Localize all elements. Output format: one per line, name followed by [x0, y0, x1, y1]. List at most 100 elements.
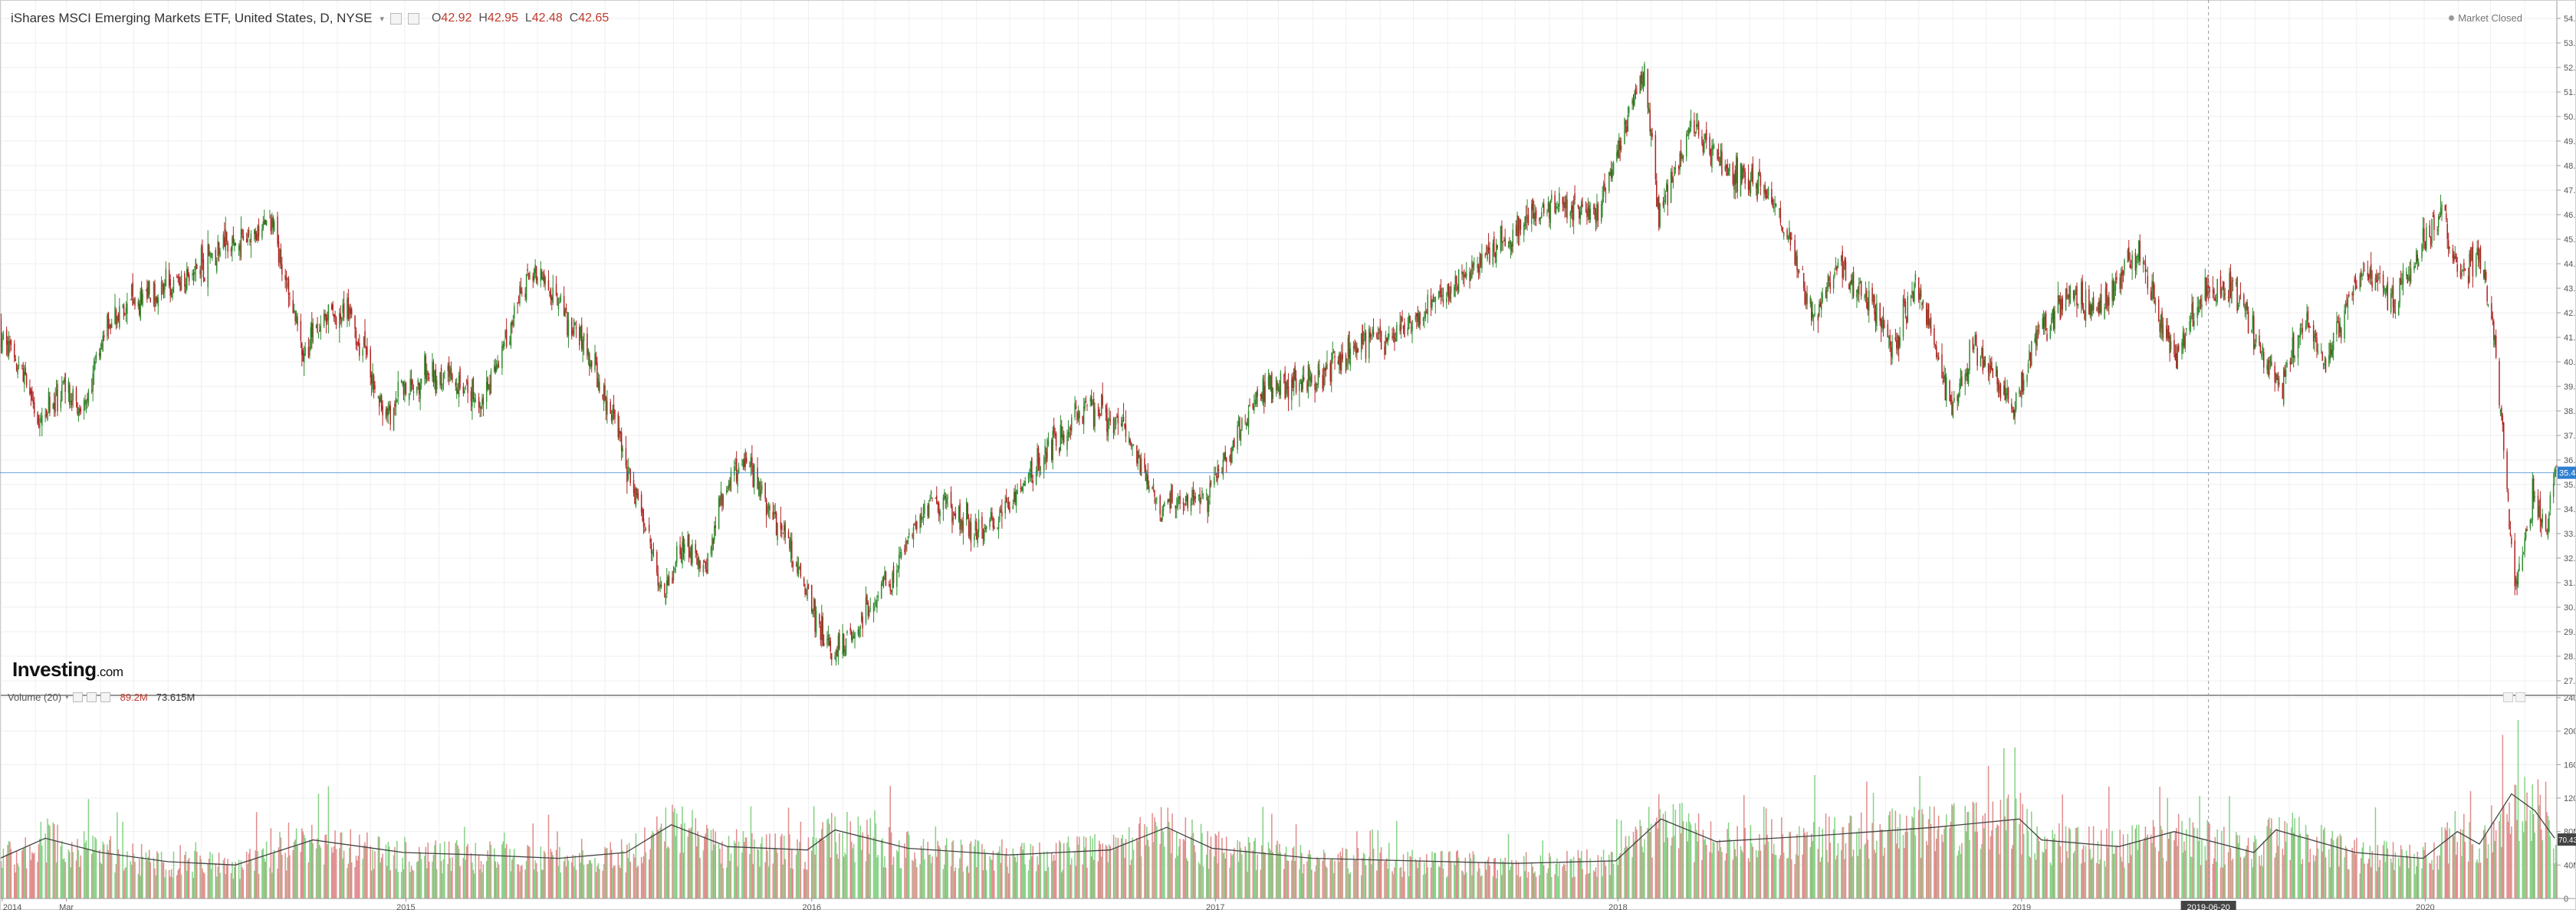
candle-body — [1005, 497, 1007, 502]
candle-body — [130, 299, 131, 301]
volume-bar — [1920, 858, 1922, 899]
candle-body — [2292, 337, 2293, 358]
candle-body — [2167, 329, 2168, 340]
candle-body — [2277, 378, 2279, 386]
volume-bar — [93, 850, 95, 899]
volume-bar — [1967, 812, 1968, 899]
volume-bar — [359, 834, 360, 899]
volume-bar — [179, 845, 181, 899]
candle-body — [1760, 175, 1762, 186]
volume-bar — [854, 862, 856, 899]
volume-bar — [2216, 829, 2218, 899]
volume-bar — [1493, 858, 1495, 899]
volume-bar — [0, 861, 2, 899]
volume-bar — [2255, 839, 2257, 899]
volume-bar — [915, 858, 917, 899]
volume-bar — [1608, 854, 1610, 899]
volume-bar — [727, 846, 728, 899]
candle-body — [930, 491, 932, 495]
candle-body — [1322, 375, 1323, 389]
candle-body — [590, 360, 593, 367]
volume-bar — [1063, 843, 1065, 899]
candle-body — [1680, 150, 1682, 159]
candle-body — [342, 304, 343, 314]
volume-bar — [498, 864, 500, 899]
candle-body — [1880, 318, 1882, 328]
volume-bar — [2082, 845, 2085, 899]
candle-body — [1264, 386, 1266, 404]
candle-body — [1794, 239, 1796, 264]
candle-body — [1797, 270, 1799, 272]
candle-body — [520, 287, 522, 294]
candle-body — [2039, 326, 2040, 327]
volume-bar — [1055, 843, 1057, 899]
volume-bar — [1779, 855, 1782, 899]
candle-body — [2271, 361, 2272, 366]
volume-bar — [1565, 870, 1567, 899]
volume-bar — [1837, 843, 1839, 899]
volume-bar — [1912, 817, 1914, 899]
candle-body — [1876, 303, 1878, 327]
volume-bar — [1934, 851, 1937, 899]
volume-bar — [1950, 821, 1952, 899]
candle-body — [1222, 459, 1224, 476]
volume-bar — [63, 858, 65, 899]
candle-body — [715, 525, 717, 528]
volume-bar — [2042, 853, 2045, 899]
volume-bar — [1674, 836, 1675, 899]
candle-body — [1964, 373, 1967, 385]
candle-body — [1701, 136, 1703, 144]
volume-bar — [1330, 859, 1332, 899]
candle-body — [2159, 323, 2160, 332]
candle-body — [1546, 212, 1548, 214]
volume-bar — [1596, 876, 1598, 899]
volume-bar — [117, 812, 118, 899]
volume-bar — [130, 864, 133, 899]
volume-bar — [783, 835, 785, 899]
candle-body — [169, 279, 171, 296]
volume-bar — [652, 833, 655, 899]
volume-bar — [1442, 868, 1444, 899]
volume-bar — [696, 846, 698, 899]
candle-body — [622, 448, 623, 452]
candle-body — [1303, 376, 1305, 380]
candle-body — [1261, 394, 1263, 399]
volume-bar — [2144, 826, 2147, 899]
candle-body — [1066, 435, 1068, 450]
volume-bar — [49, 826, 51, 899]
candle-body — [541, 271, 543, 279]
volume-bar — [2049, 862, 2052, 899]
candle-body — [1125, 424, 1127, 437]
candle-body — [2239, 294, 2242, 296]
candle-body — [288, 278, 290, 295]
volume-bar — [750, 806, 752, 899]
volume-bar — [1424, 862, 1425, 899]
candle-body — [1097, 410, 1099, 412]
candle-body — [1187, 494, 1188, 509]
candle-body — [1887, 324, 1889, 337]
volume-bar — [1122, 843, 1125, 899]
candle-body — [1022, 486, 1024, 492]
volume-bar — [504, 833, 505, 899]
candle-body — [2274, 365, 2275, 383]
candle-body — [2100, 294, 2102, 314]
volume-bar — [2170, 832, 2172, 899]
volume-bar — [301, 828, 303, 899]
volume-bar — [1431, 851, 1433, 899]
candle-body — [272, 217, 274, 228]
volume-bar — [534, 860, 536, 899]
candle-body — [1237, 421, 1240, 426]
candle-body — [1294, 366, 1296, 379]
volume-bar — [1494, 857, 1496, 899]
volume-bar — [1205, 855, 1208, 899]
candle-body — [2036, 330, 2038, 347]
candle-body — [2328, 355, 2330, 366]
volume-bar — [1217, 863, 1218, 899]
volume-bar — [1007, 873, 1010, 899]
candle-body — [350, 309, 353, 315]
volume-bar — [1020, 846, 1022, 899]
candle-body — [1061, 425, 1063, 438]
volume-bar — [2019, 823, 2020, 899]
volume-bar — [77, 839, 78, 899]
